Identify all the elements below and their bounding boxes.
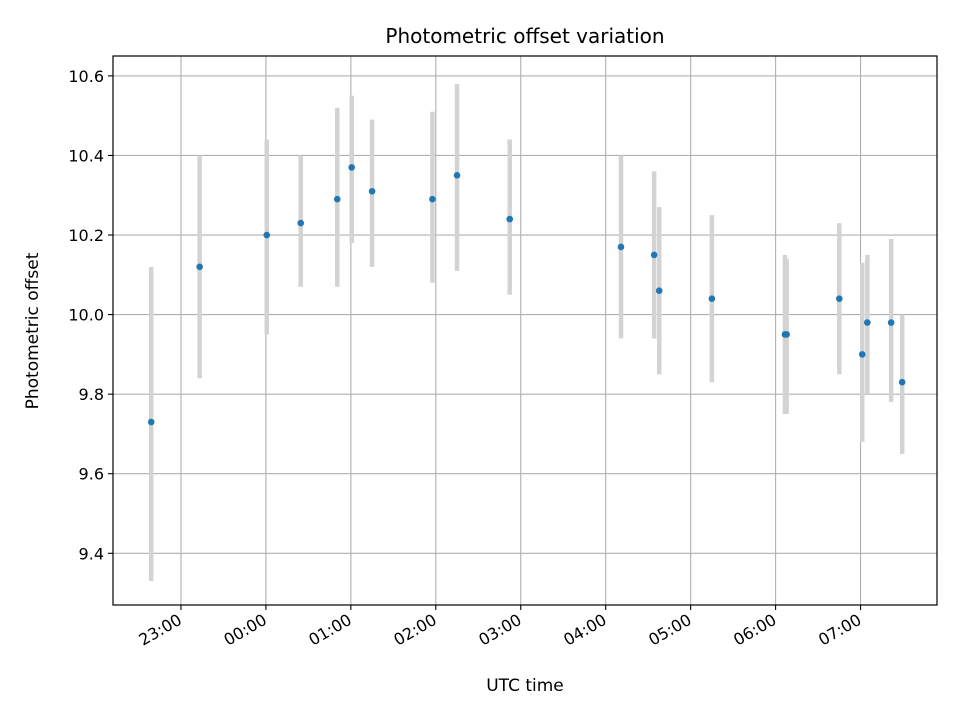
y-axis-title: Photometric offset [23,252,43,409]
y-tick-label: 10.6 [68,67,104,86]
data-point [783,331,790,338]
y-tick-label: 9.6 [79,465,104,484]
data-point [506,215,514,223]
data-point [429,195,436,203]
y-tick-label: 10.4 [68,146,104,165]
data-point [887,319,895,326]
data-point [836,295,843,302]
data-point [858,351,866,358]
data-point [650,251,658,259]
data-point [297,219,305,227]
chart-title: Photometric offset variation [385,24,664,48]
y-tick-label: 10.0 [68,306,104,325]
data-point [864,319,871,326]
data-point [348,164,356,171]
data-point [898,378,906,386]
x-axis-title: UTC time [486,676,564,696]
data-point [263,231,271,239]
y-tick-label: 10.2 [68,226,104,245]
y-tick-label: 9.8 [79,385,104,404]
data-point [196,263,203,271]
data-point [368,187,376,195]
data-point [453,172,461,179]
y-tick-label: 9.4 [79,544,104,563]
plot-frame [112,55,938,606]
plot-area-background [113,56,937,605]
data-point [147,418,155,426]
data-point [617,243,625,251]
data-point [708,295,716,302]
data-point [655,287,663,295]
data-points [147,164,906,426]
data-point [333,195,341,203]
